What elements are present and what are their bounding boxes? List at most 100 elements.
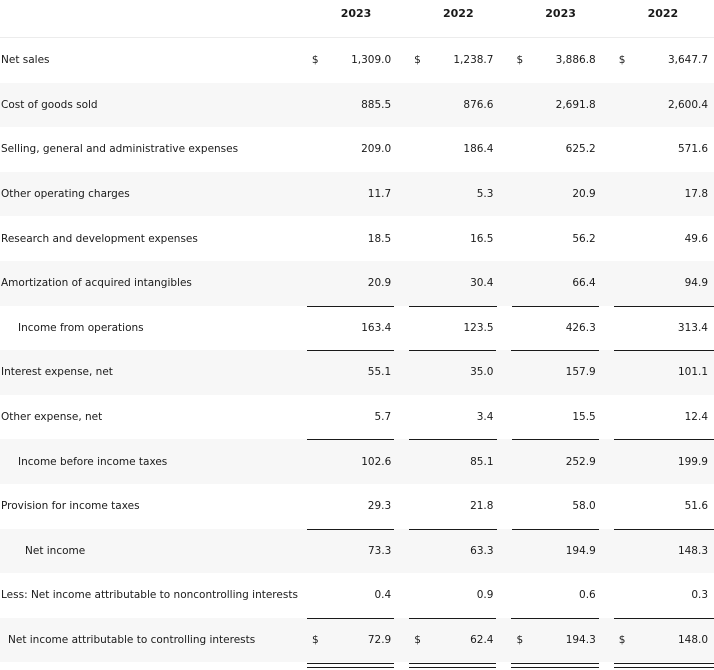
value-cell: 20.9 (305, 261, 407, 306)
value-cell: 17.8 (612, 172, 714, 217)
cell-value: 16.5 (470, 232, 494, 245)
cell-value: 5.3 (476, 188, 494, 201)
cell-value: 12.4 (684, 411, 709, 424)
cell-value: 20.9 (367, 277, 392, 290)
cell-value: 66.4 (572, 277, 596, 290)
value-cell: 21.8 (407, 484, 509, 529)
value-cell: 3.4 (407, 395, 509, 440)
value-cell: $72.9 (305, 617, 407, 668)
cell-value: 123.5 (463, 321, 494, 334)
table-row: Amortization of acquired intangibles 20.… (0, 260, 714, 306)
value-cell: 94.9 (612, 261, 714, 306)
value-cell: 56.2 (509, 216, 611, 261)
row-label: Other operating charges (1, 188, 130, 201)
cell-value: 625.2 (565, 143, 596, 156)
column-header: 2023 (340, 7, 372, 20)
value-cell: 313.4 (612, 305, 714, 351)
value-cell: 20.9 (509, 172, 611, 217)
cell-value: 5.7 (374, 411, 392, 424)
value-cell: 571.6 (612, 127, 714, 172)
cell-value: 3,886.8 (555, 54, 596, 67)
cell-value: 148.3 (677, 544, 708, 557)
cell-value: 0.4 (374, 589, 392, 602)
value-cell: 55.1 (305, 350, 407, 395)
cell-value: 2,600.4 (667, 98, 709, 111)
column-header: 2022 (647, 7, 679, 20)
value-cell: 101.1 (612, 350, 714, 395)
value-cell: 0.9 (407, 573, 509, 618)
currency-symbol: $ (414, 54, 421, 67)
row-label: Net sales (1, 54, 50, 67)
cell-value: 157.9 (565, 366, 596, 379)
row-label: Net income attributable to controlling i… (8, 634, 256, 647)
cell-value: 0.9 (476, 589, 494, 602)
table-row: Other expense, net 5.7 3.4 15.5 12.4 (0, 395, 714, 440)
cell-value: 1,309.0 (351, 54, 392, 67)
cell-value: 18.5 (367, 232, 392, 245)
row-label: Net income (25, 544, 86, 557)
cell-value: 35.0 (470, 366, 494, 379)
value-cell: 199.9 (612, 439, 714, 484)
table-row: Other operating charges 11.7 5.3 20.9 17… (0, 171, 714, 217)
currency-symbol: $ (618, 634, 626, 647)
value-cell: 15.5 (509, 395, 611, 440)
cell-value: 163.4 (361, 321, 392, 334)
value-cell: 5.3 (407, 172, 509, 217)
value-cell: 29.3 (305, 484, 407, 529)
value-cell: 66.4 (509, 261, 611, 306)
cell-value: 20.9 (572, 188, 596, 201)
cell-value: 72.9 (367, 634, 392, 647)
row-label: Cost of goods sold (1, 98, 98, 111)
value-cell: 85.1 (407, 439, 509, 484)
value-cell: 123.5 (407, 305, 509, 351)
value-cell: 186.4 (407, 127, 509, 172)
cell-value: 62.4 (470, 634, 494, 647)
table-row: Net income 73.3 63.3 194.9 148.3 (0, 528, 714, 574)
row-label: Less: Net income attributable to noncont… (1, 589, 298, 602)
cell-value: 194.9 (565, 544, 596, 557)
value-cell: 252.9 (510, 439, 612, 484)
cell-value: 426.3 (565, 321, 596, 334)
cell-value: 21.8 (470, 500, 494, 513)
cell-value: 885.5 (361, 98, 392, 111)
cell-value: 0.6 (579, 589, 596, 602)
value-cell: 30.4 (407, 261, 509, 306)
value-cell: 16.5 (407, 216, 509, 261)
value-cell: 163.4 (305, 305, 407, 351)
value-cell: 58.0 (509, 484, 611, 529)
row-label: Research and development expenses (1, 232, 198, 245)
value-cell: 2,600.4 (612, 83, 714, 128)
table-row: Less: Net income attributable to noncont… (0, 573, 714, 618)
cell-value: 571.6 (677, 143, 709, 156)
value-cell: $1,238.7 (407, 38, 509, 83)
value-cell: 11.7 (305, 172, 407, 217)
cell-value: 51.6 (684, 500, 709, 513)
table-row: Net sales $1,309.0 $1,238.7 $3,886.8 $3,… (0, 38, 714, 83)
cell-value: 73.3 (367, 544, 392, 557)
currency-symbol: $ (414, 634, 421, 647)
cell-value: 58.0 (572, 500, 596, 513)
value-cell: 5.7 (305, 395, 407, 440)
cell-value: 63.3 (470, 544, 494, 557)
table-row: Interest expense, net 55.1 35.0 157.9 10… (0, 350, 714, 395)
column-header: 2023 (545, 7, 576, 20)
value-cell: 876.6 (407, 83, 509, 128)
cell-value: 313.4 (677, 321, 708, 334)
cell-value: 3.4 (476, 411, 494, 424)
column-header-row: 2023 2022 2023 2022 (0, 0, 714, 38)
row-label: Amortization of acquired intangibles (1, 277, 192, 290)
value-cell: $3,886.8 (509, 38, 611, 83)
value-cell: $1,309.0 (305, 38, 407, 83)
value-cell: 209.0 (305, 127, 407, 172)
value-cell: 0.6 (509, 573, 611, 618)
value-cell: $62.4 (407, 617, 509, 668)
cell-value: 186.4 (463, 143, 494, 156)
cell-value: 102.6 (361, 455, 392, 468)
value-cell: 426.3 (510, 305, 612, 351)
row-label: Other expense, net (1, 411, 103, 424)
table-row: Selling, general and administrative expe… (0, 127, 714, 172)
table-row: Provision for income taxes 29.3 21.8 58.… (0, 484, 714, 529)
value-cell: 12.4 (612, 395, 714, 440)
cell-value: 876.6 (463, 98, 494, 111)
